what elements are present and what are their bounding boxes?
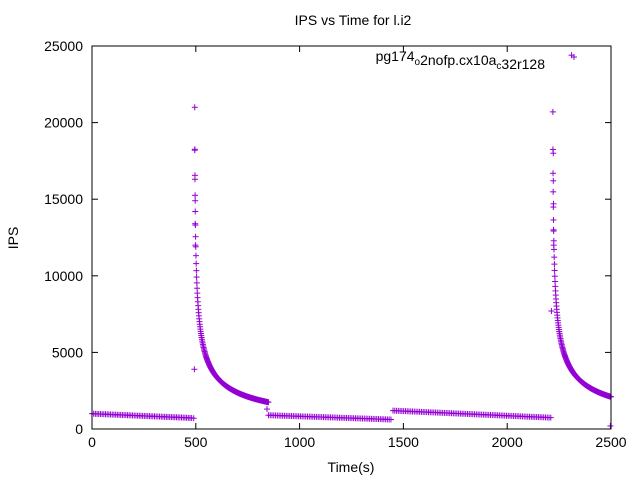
data-point [191, 147, 198, 154]
data-point [192, 197, 199, 204]
data-point [550, 242, 557, 249]
x-tick-label: 2000 [492, 434, 523, 450]
data-point [550, 177, 557, 184]
data-point [607, 422, 614, 429]
y-tick-label: 15000 [44, 191, 83, 207]
data-point [192, 233, 199, 240]
legend: pg174o2nofp.cx10ac32r128 [376, 48, 577, 72]
data-point [551, 267, 558, 274]
data-point [192, 252, 199, 259]
x-axis-label: Time(s) [328, 459, 375, 475]
data-points [89, 52, 614, 429]
data-point [193, 267, 200, 274]
data-point [549, 108, 556, 115]
data-point [193, 279, 200, 286]
data-point [550, 188, 557, 195]
data-point [551, 261, 558, 268]
x-tick-label: 0 [88, 434, 96, 450]
data-point [550, 150, 557, 157]
data-point [550, 200, 557, 207]
axis-ticks: 0 500 1000 1500 2000 250005000100001500020000… [44, 38, 627, 450]
data-point [551, 254, 558, 261]
chart-title: IPS vs Time for l.i2 [295, 12, 412, 28]
legend-label: pg174o2nofp.cx10ac32r128 [376, 48, 546, 72]
y-tick-label: 0 [75, 421, 83, 437]
data-point [190, 415, 197, 422]
data-point [192, 192, 199, 199]
y-tick-label: 20000 [44, 115, 83, 131]
y-axis-label: IPS [5, 227, 21, 250]
data-point [192, 242, 199, 249]
data-point [265, 399, 272, 406]
data-point [547, 414, 554, 421]
y-tick-label: 25000 [44, 38, 83, 54]
x-tick-label: 1000 [284, 434, 315, 450]
data-point [551, 273, 558, 280]
data-point [193, 260, 200, 267]
y-tick-label: 10000 [44, 268, 83, 284]
x-tick-label: 1500 [388, 434, 419, 450]
plot-frame [91, 45, 612, 430]
data-point [191, 104, 198, 111]
data-point [550, 226, 557, 233]
data-point [191, 366, 198, 373]
data-point [550, 216, 557, 223]
y-tick-label: 5000 [52, 344, 83, 360]
x-tick-label: 500 [184, 434, 208, 450]
data-point [192, 220, 199, 227]
legend-marker-symbol [571, 54, 577, 60]
data-point [550, 170, 557, 177]
legend-marker [571, 54, 577, 60]
data-point [264, 406, 271, 413]
data-point [193, 274, 200, 281]
data-point [548, 308, 555, 315]
x-tick-label: 2500 [595, 434, 626, 450]
data-point [191, 176, 198, 183]
data-point [387, 416, 394, 423]
data-point [192, 208, 199, 215]
